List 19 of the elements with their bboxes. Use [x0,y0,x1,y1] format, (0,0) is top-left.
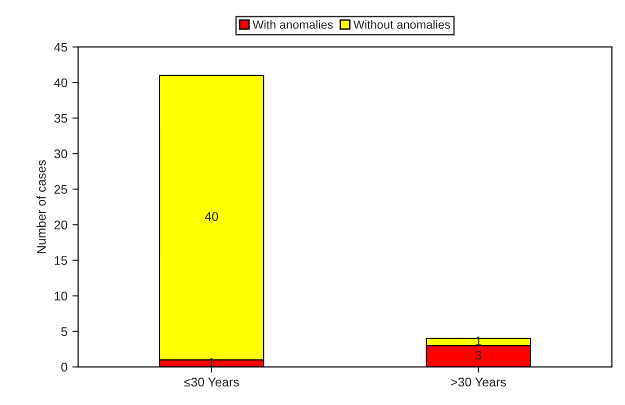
y-axis-title: Number of cases [36,160,46,254]
y-tick-label: 25 [54,184,68,194]
y-tick-label: 40 [54,78,68,88]
y-tick-label: 20 [54,220,68,230]
y-tick-label: 30 [54,149,68,158]
data-label: 40 [204,212,218,221]
y-tick-label: 35 [54,114,68,123]
y-tick-label: 45 [54,42,68,52]
legend-label: Without anomalies [353,20,450,29]
y-tick-label: 0 [61,362,68,372]
data-label: 3 [475,350,482,360]
data-label: 1 [476,336,482,346]
legend-label: With anomalies [252,20,333,29]
x-tick-label: >30 Years [451,378,506,387]
y-tick-label: 15 [54,256,68,265]
y-tick-label: 10 [54,292,68,300]
y-tick-label: 5 [61,327,68,336]
x-tick-label: ≤30 Years [184,378,239,387]
data-label: 1 [209,358,214,367]
